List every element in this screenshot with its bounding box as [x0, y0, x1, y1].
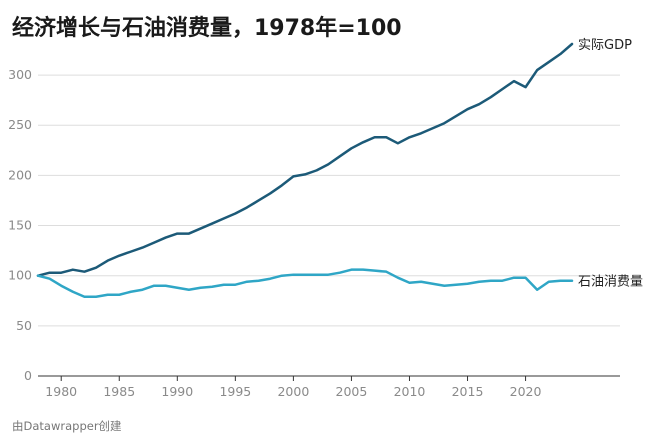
x-tick-label: 1990 [161, 384, 193, 399]
gdp-series-line [36, 42, 574, 277]
label-layer: 0 50 100 150 200 250 300 1980 1985 1990 1995 2000 20… [8, 38, 643, 399]
oil-series-label: 石油消费量 [578, 275, 643, 290]
x-tick-label: 2010 [394, 384, 426, 399]
grid-layer [38, 74, 620, 381]
x-tick-label: 2015 [452, 384, 484, 399]
y-tick-label: 50 [16, 318, 32, 333]
x-tick-label: 1980 [45, 384, 77, 399]
y-tick-label: 0 [24, 368, 32, 383]
chart-title: 经济增长与石油消费量，1978年=100 [12, 16, 402, 41]
series-layer [36, 42, 574, 299]
oil-series-line [36, 268, 574, 299]
x-tick-label: 1995 [219, 384, 251, 399]
y-tick-label: 300 [8, 67, 32, 82]
x-tick-label: 2005 [336, 384, 368, 399]
y-tick-label: 250 [8, 117, 32, 132]
x-tick-label: 1985 [103, 384, 135, 399]
y-tick-label: 150 [8, 218, 32, 233]
y-tick-label: 200 [8, 167, 32, 182]
y-tick-label: 100 [8, 268, 32, 283]
gdp-series-label: 实际GDP [578, 38, 632, 53]
x-tick-label: 2020 [510, 384, 542, 399]
x-tick-label: 2000 [277, 384, 309, 399]
chart-footer: 由Datawrapper创建 [12, 419, 122, 433]
